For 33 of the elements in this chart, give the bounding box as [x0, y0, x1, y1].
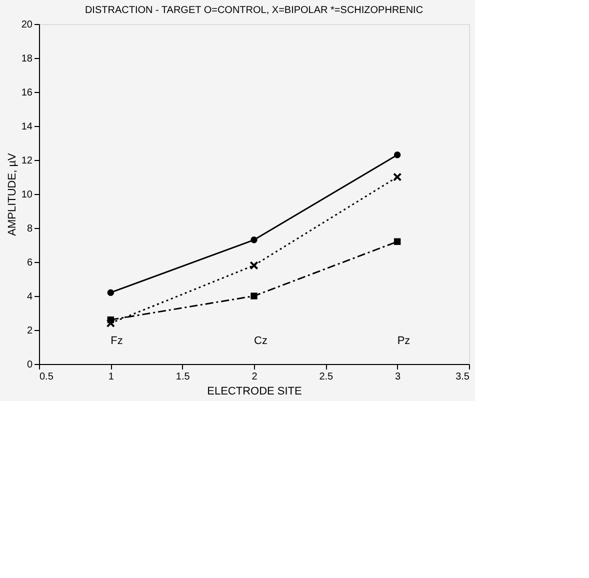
y-tick-label: 18	[21, 54, 33, 64]
point	[250, 292, 258, 300]
x-tick-label: 0.5	[40, 372, 54, 382]
y-tick-label: 0	[26, 360, 33, 370]
chart-title: DISTRACTION - TARGET O=CONTROL, X=BIPOLAR *=SCHIZOPHRENIC	[84, 5, 424, 16]
y-tick-label: 6	[26, 258, 33, 268]
point	[250, 261, 258, 270]
point	[107, 316, 114, 324]
y-tick-label: 20	[21, 20, 33, 30]
annotation: Cz	[254, 335, 268, 347]
point	[250, 236, 258, 244]
point	[394, 152, 401, 158]
x-tick-label: 1.5	[176, 372, 190, 382]
x-axis-title: ELECTRODE SITE	[207, 386, 302, 398]
x-tick-label: 3.5	[456, 372, 470, 382]
x-tick-label: 3	[395, 372, 402, 382]
y-tick-label: 8	[26, 224, 33, 234]
point	[107, 289, 114, 296]
point	[394, 238, 401, 245]
y-tick-label: 16	[21, 88, 33, 98]
y-tick-label: 10	[21, 190, 33, 200]
x-tick-label: 2.5	[319, 372, 334, 382]
y-tick-label: 2	[26, 326, 33, 336]
x-tick-label: 2	[252, 372, 258, 382]
y-tick-label: 12	[21, 156, 33, 166]
y-axis-title: AMPLITUDE, µV	[6, 152, 18, 236]
point	[106, 318, 116, 328]
annotation: Pz	[397, 335, 410, 347]
annotation: Fz	[110, 335, 123, 347]
y-tick-label: 4	[26, 292, 33, 302]
x-tick-label: 1	[108, 372, 114, 382]
y-tick-label: 14	[21, 122, 33, 132]
point	[392, 172, 402, 182]
